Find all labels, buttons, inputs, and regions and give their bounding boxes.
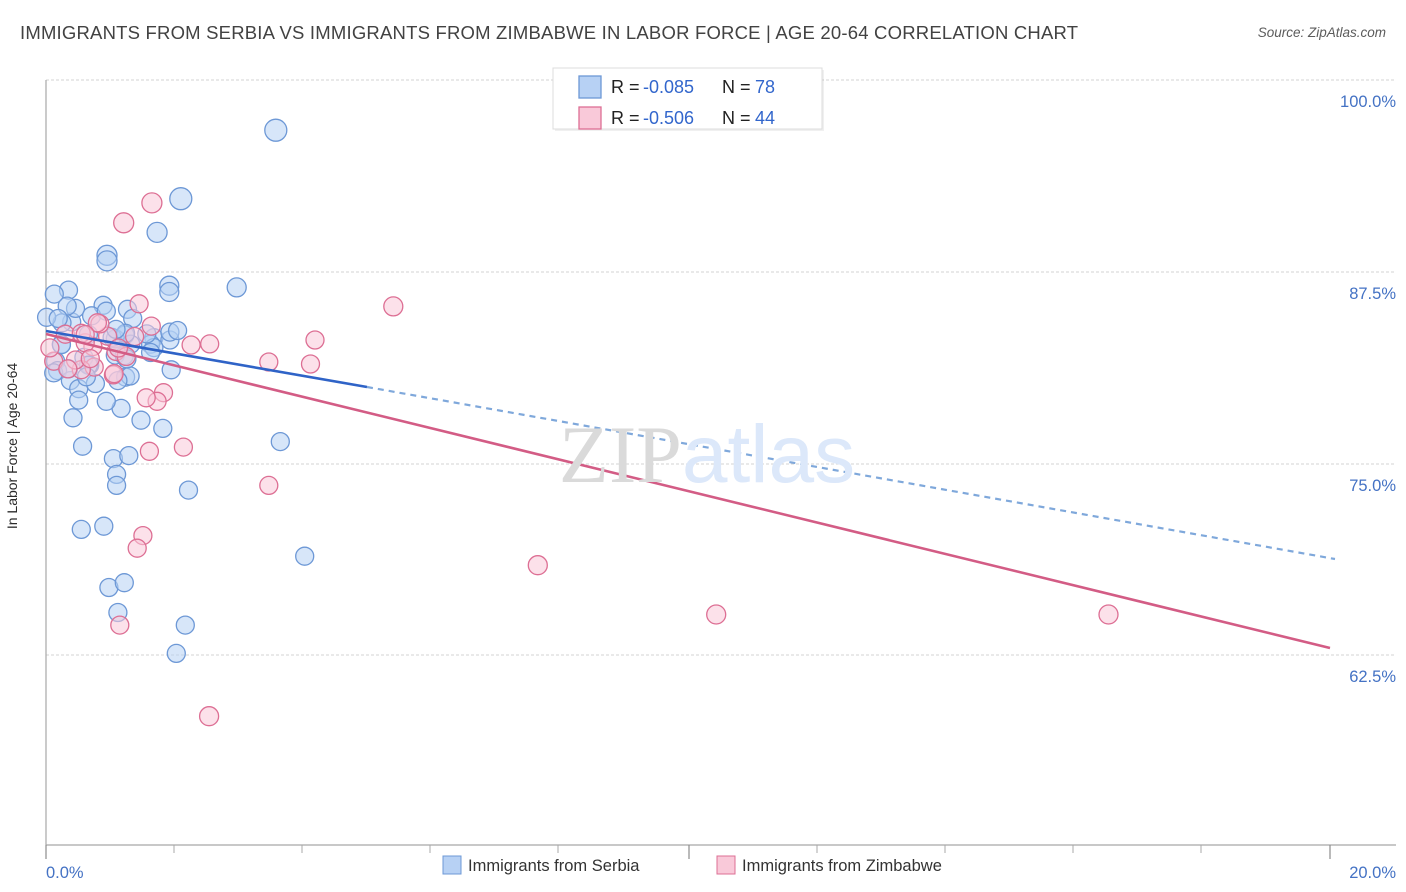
svg-text:20.0%: 20.0%	[1349, 864, 1396, 882]
svg-text:62.5%: 62.5%	[1349, 668, 1396, 686]
svg-text:100.0%: 100.0%	[1340, 93, 1396, 111]
svg-text:Immigrants from Zimbabwe: Immigrants from Zimbabwe	[742, 857, 942, 875]
svg-text:75.0%: 75.0%	[1349, 477, 1396, 495]
svg-text:Immigrants from Serbia: Immigrants from Serbia	[468, 857, 640, 875]
svg-text:0.0%: 0.0%	[46, 864, 84, 882]
svg-text:ZIPatlas: ZIPatlas	[559, 409, 855, 500]
svg-text:87.5%: 87.5%	[1349, 285, 1396, 303]
